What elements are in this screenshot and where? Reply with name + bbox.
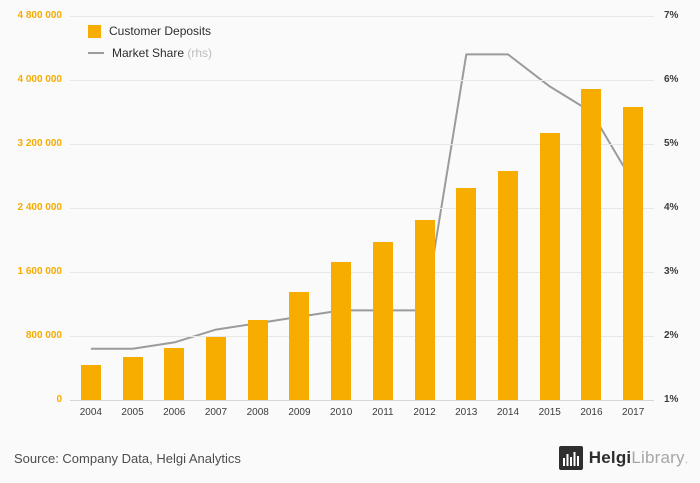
brand-light: Library: [631, 448, 685, 467]
bar-2007: [206, 336, 226, 400]
legend-market-share-suffix: (rhs): [187, 46, 213, 60]
right-axis-label: 5%: [664, 138, 679, 149]
bar-2009: [289, 292, 310, 400]
gridline: [70, 144, 654, 145]
x-axis-label: 2011: [372, 407, 394, 418]
market-share-swatch-icon: [88, 52, 104, 54]
brand-bold: Helgi: [588, 448, 632, 467]
x-axis-label: 2013: [455, 407, 478, 418]
x-axis-label: 2015: [538, 407, 561, 418]
source-text: Source: Company Data, Helgi Analytics: [14, 451, 241, 466]
left-axis-label: 4 800 000: [17, 10, 63, 21]
x-axis-label: 2012: [413, 407, 436, 418]
x-axis-label: 2006: [163, 407, 186, 418]
bar-2016: [581, 88, 602, 400]
right-axis-label: 1%: [664, 394, 679, 405]
gridline: [70, 80, 654, 81]
left-axis-label: 3 200 000: [17, 138, 63, 149]
legend-item-customer-deposits: Customer Deposits: [88, 20, 212, 42]
bar-2015: [539, 132, 560, 400]
x-axis-label: 2005: [121, 407, 144, 418]
legend-customer-deposits-label: Customer Deposits: [109, 24, 212, 38]
bar-2004: [80, 364, 101, 400]
x-axis-label: 2007: [204, 407, 228, 418]
x-axis-label: 2017: [622, 407, 645, 418]
legend: Customer Deposits Market Share (rhs): [88, 20, 212, 64]
customer-deposits-swatch-icon: [88, 24, 101, 38]
gridline: [70, 16, 654, 17]
bar-2012: [414, 220, 435, 400]
gridline: [70, 272, 654, 273]
x-axis-label: 2008: [246, 407, 269, 418]
left-axis-label: 1 600 000: [17, 266, 63, 277]
helgi-library-logo-icon: [558, 446, 583, 470]
left-axis-label: 0: [56, 394, 62, 405]
bar-2013: [456, 188, 477, 400]
left-axis-label: 2 400 000: [17, 202, 63, 213]
bar-2006: [164, 348, 185, 400]
legend-market-share-name: Market Share: [112, 46, 185, 60]
helgi-library-logo: HelgiLibrary.: [558, 446, 688, 470]
gridline: [70, 208, 654, 209]
right-axis-label: 2%: [664, 330, 679, 341]
left-axis-label: 800 000: [25, 330, 62, 341]
bar-2005: [122, 356, 143, 400]
legend-market-share-label: Market Share (rhs): [112, 46, 212, 60]
brand-suffix: .: [684, 454, 688, 466]
legend-item-market-share: Market Share (rhs): [88, 42, 212, 64]
right-axis-label: 7%: [664, 10, 679, 21]
right-axis-label: 3%: [664, 266, 679, 277]
bar-2008: [247, 320, 268, 400]
x-axis-label: 2010: [330, 407, 353, 418]
right-axis-label: 4%: [664, 202, 679, 213]
x-axis-label: 2014: [496, 407, 520, 418]
right-axis-label: 6%: [664, 74, 679, 85]
x-axis-line: [70, 400, 654, 401]
helgi-library-wordmark: HelgiLibrary.: [589, 448, 688, 468]
left-axis-label: 4 000 000: [17, 74, 63, 85]
x-axis-label: 2016: [580, 407, 603, 418]
footer: Source: Company Data, Helgi Analytics He…: [0, 443, 700, 483]
gridline: [70, 336, 654, 337]
bar-2017: [623, 107, 644, 400]
x-axis-label: 2004: [79, 407, 102, 418]
bar-2011: [372, 241, 393, 400]
bar-2014: [498, 171, 518, 400]
bar-2010: [331, 261, 352, 400]
x-axis-label: 2009: [288, 407, 311, 418]
